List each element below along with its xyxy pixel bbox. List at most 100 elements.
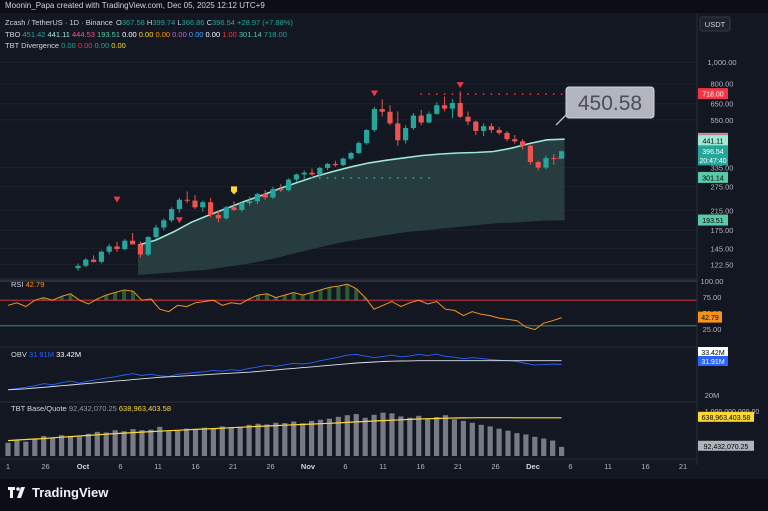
price-tick-label: 650.00	[711, 100, 734, 109]
candles	[75, 91, 565, 271]
base-quote-bar	[559, 446, 565, 456]
candle-body	[395, 123, 401, 141]
base-quote-bar	[121, 431, 127, 456]
candle-body	[371, 109, 377, 130]
rsi-pane	[0, 280, 697, 331]
candle-body	[426, 113, 432, 123]
support-dot	[318, 177, 321, 179]
price-axis[interactable]: 1,000.00 800.00 650.00 550.00 335.00 275.00 21…	[696, 13, 768, 465]
resistance-dot	[560, 93, 563, 96]
candle-body	[535, 162, 541, 168]
bq-badge-label: 638,963,403.58	[702, 415, 751, 422]
resistance-dot	[521, 93, 524, 96]
resistance-dot	[428, 93, 430, 96]
candle-body	[215, 214, 221, 219]
tradingview-logo[interactable]: TradingView	[8, 485, 108, 500]
base-quote-bar	[103, 432, 109, 456]
price-tick-label: 175.00	[711, 226, 734, 235]
candle-body	[98, 251, 104, 262]
resistance-dot	[435, 93, 438, 96]
legend-divergence-value: 0.00	[111, 41, 126, 50]
base-quote-pane	[5, 412, 565, 456]
base-quote-bar	[478, 424, 484, 456]
bq-badge-label: 92,432,070.25	[704, 444, 749, 451]
candle-body	[543, 158, 549, 168]
support-dot	[389, 177, 391, 179]
candle-body	[153, 227, 159, 238]
base-quote-bar	[550, 440, 556, 456]
candle-body	[278, 189, 284, 191]
price-tick-label: 215.00	[711, 206, 734, 215]
price-tick-label: 275.00	[711, 183, 734, 192]
resistance-dot	[451, 93, 454, 96]
base-quote-bar	[50, 437, 56, 456]
currency-button[interactable]: USDT	[699, 16, 731, 32]
candle-body	[496, 129, 502, 133]
trend-ribbon	[137, 138, 565, 275]
support-dot	[428, 177, 430, 179]
resistance-dot	[498, 93, 501, 96]
time-tick-label: 26	[41, 462, 49, 471]
candle-body	[551, 158, 557, 160]
svg-text:450.58: 450.58	[578, 92, 642, 115]
obv-badge	[698, 356, 728, 366]
candle-body	[130, 240, 136, 245]
candle-body	[559, 151, 565, 159]
rsi-tick-label: 75.00	[703, 293, 722, 302]
legend-rsi: RSI 42.79	[11, 280, 44, 289]
bottom-bar	[0, 479, 768, 511]
base-quote-bar	[380, 412, 386, 456]
svg-text:USDT: USDT	[705, 20, 726, 29]
base-quote-bar	[175, 430, 181, 456]
chart-canvas[interactable]: × 1,000.00 800.00 650.00 550.00 335.00 275.00…	[0, 13, 768, 479]
base-quote-bar	[282, 423, 288, 456]
signal-markers: ×	[113, 82, 561, 224]
support-dot	[365, 177, 368, 179]
base-quote-bar	[353, 414, 359, 456]
rsi-badge-label: 42.79	[701, 315, 719, 322]
price-badge-label: 718.00	[702, 92, 724, 99]
candle-body	[465, 116, 471, 122]
sell-signal-marker	[113, 196, 121, 203]
resistance-dot	[474, 93, 477, 96]
candle-body	[200, 202, 206, 208]
candle-body	[301, 172, 307, 175]
price-badge-timer: 20:47:40	[699, 158, 726, 165]
candle-body	[231, 207, 237, 210]
support-dot	[350, 177, 352, 179]
price-tick-label: 335.00	[711, 164, 734, 173]
candle-body	[161, 220, 167, 228]
resistance-dot	[537, 93, 540, 96]
candle-body	[122, 240, 128, 250]
time-tick-label: Nov	[301, 462, 316, 471]
base-quote-bar	[514, 433, 520, 456]
base-quote-bar	[183, 428, 190, 456]
legend-divergence-value: 0.00	[61, 41, 78, 50]
legend-divergence-value: 0.00	[95, 41, 112, 50]
candle-body	[364, 129, 370, 144]
obv-badge	[698, 347, 728, 357]
resistance-dot	[420, 93, 423, 96]
base-quote-bar	[362, 417, 368, 456]
base-quote-bar	[335, 416, 341, 456]
legend-tbo-value: 0.00	[172, 30, 189, 39]
price-badge-label: 301.14	[702, 175, 724, 182]
base-quote-bar	[433, 417, 440, 456]
time-tick-label: 11	[379, 462, 387, 471]
base-quote-bar	[317, 419, 324, 456]
base-quote-bar	[451, 419, 458, 456]
base-quote-bar	[219, 426, 225, 456]
legend-tbo-value: 0.00	[122, 30, 139, 39]
time-axis[interactable]: 1 26 Oct 6 11 16 21 26 Nov 6 11 16 21 26 Dec 6 11 16 21	[0, 458, 697, 471]
price-tick-label: 1,000.00	[707, 58, 736, 67]
candle-body	[145, 237, 151, 255]
base-quote-bar	[308, 420, 315, 456]
price-badge	[698, 145, 728, 166]
price-badge	[698, 135, 728, 147]
candle-body	[317, 167, 323, 175]
candle-body	[223, 207, 229, 219]
ribbon-upper-line	[137, 138, 565, 246]
legend-tbo-value: 0.00	[189, 30, 206, 39]
legend-tbo-value: 0.00	[206, 30, 223, 39]
candle-body	[457, 102, 463, 117]
